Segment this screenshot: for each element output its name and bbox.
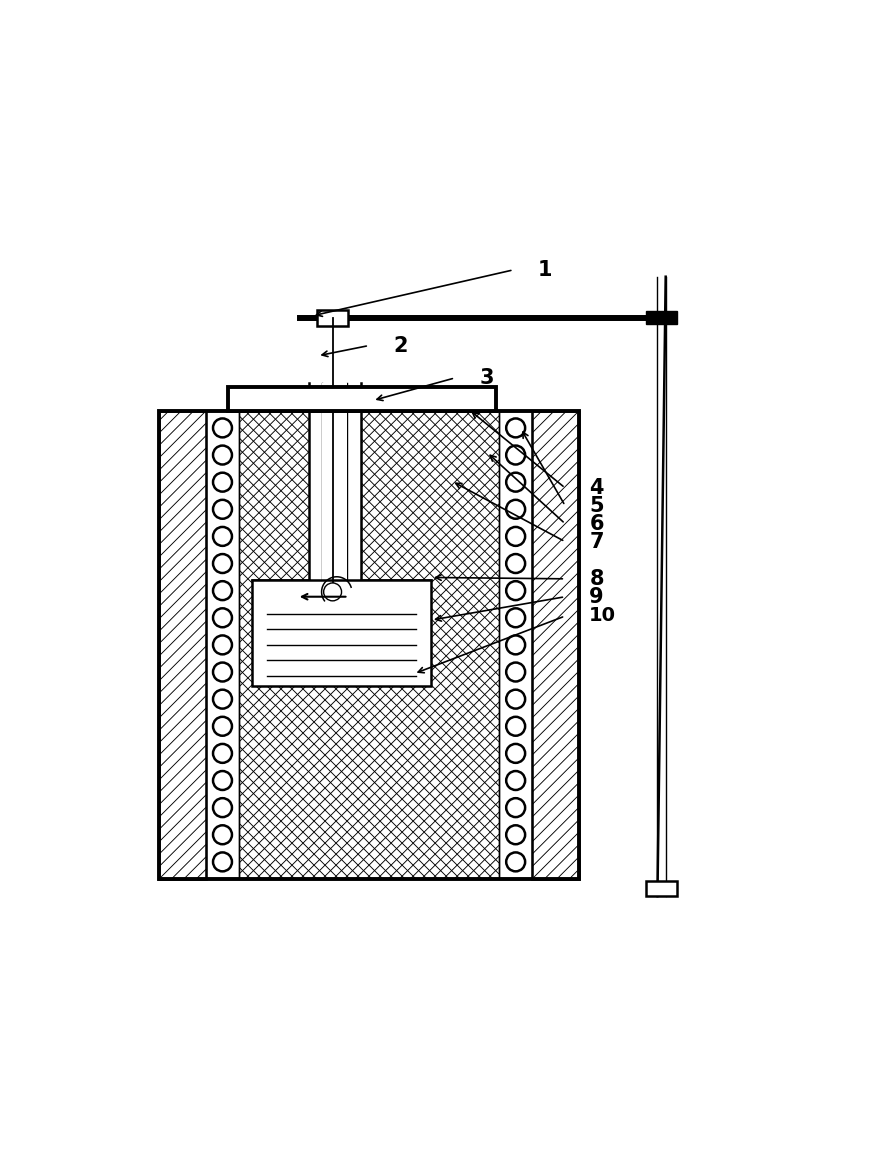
Circle shape — [506, 554, 525, 573]
Circle shape — [506, 744, 525, 763]
Circle shape — [213, 689, 232, 709]
Circle shape — [213, 853, 232, 871]
Text: 9: 9 — [590, 586, 604, 606]
Circle shape — [213, 554, 232, 573]
Circle shape — [213, 527, 232, 545]
Bar — [159, 411, 206, 878]
Circle shape — [506, 635, 525, 654]
Circle shape — [506, 418, 525, 437]
Circle shape — [323, 583, 342, 600]
Bar — [318, 310, 348, 326]
Circle shape — [213, 609, 232, 627]
Bar — [239, 411, 499, 878]
Bar — [308, 383, 361, 579]
Circle shape — [506, 689, 525, 709]
Text: 6: 6 — [590, 514, 604, 534]
Circle shape — [213, 445, 232, 465]
Circle shape — [213, 798, 232, 818]
Circle shape — [213, 744, 232, 763]
Text: 4: 4 — [590, 478, 604, 498]
Text: 5: 5 — [590, 496, 604, 516]
Circle shape — [506, 473, 525, 492]
Circle shape — [213, 662, 232, 681]
Bar — [159, 411, 579, 878]
Circle shape — [213, 582, 232, 600]
Circle shape — [506, 582, 525, 600]
Bar — [499, 411, 532, 878]
Circle shape — [506, 717, 525, 736]
Text: 2: 2 — [393, 335, 408, 355]
Circle shape — [506, 445, 525, 465]
Circle shape — [506, 771, 525, 790]
Text: 1: 1 — [537, 259, 552, 280]
Bar — [228, 387, 496, 411]
Circle shape — [213, 771, 232, 790]
Bar — [322, 383, 347, 579]
Circle shape — [506, 662, 525, 681]
Bar — [206, 411, 239, 878]
Circle shape — [506, 527, 525, 545]
Bar — [646, 311, 677, 324]
Circle shape — [506, 798, 525, 818]
Circle shape — [213, 500, 232, 519]
Circle shape — [213, 418, 232, 437]
Circle shape — [506, 853, 525, 871]
Text: 7: 7 — [590, 531, 604, 551]
Circle shape — [213, 717, 232, 736]
Circle shape — [506, 609, 525, 627]
Bar — [252, 579, 431, 686]
Circle shape — [213, 473, 232, 492]
Circle shape — [213, 826, 232, 844]
Bar — [159, 411, 206, 878]
Circle shape — [506, 826, 525, 844]
Text: 10: 10 — [590, 606, 616, 626]
Bar — [532, 411, 579, 878]
Text: 8: 8 — [590, 569, 604, 589]
Bar — [532, 411, 579, 878]
Bar — [239, 411, 499, 878]
Bar — [646, 881, 677, 896]
Circle shape — [213, 635, 232, 654]
Text: 3: 3 — [480, 368, 494, 388]
Circle shape — [506, 500, 525, 519]
